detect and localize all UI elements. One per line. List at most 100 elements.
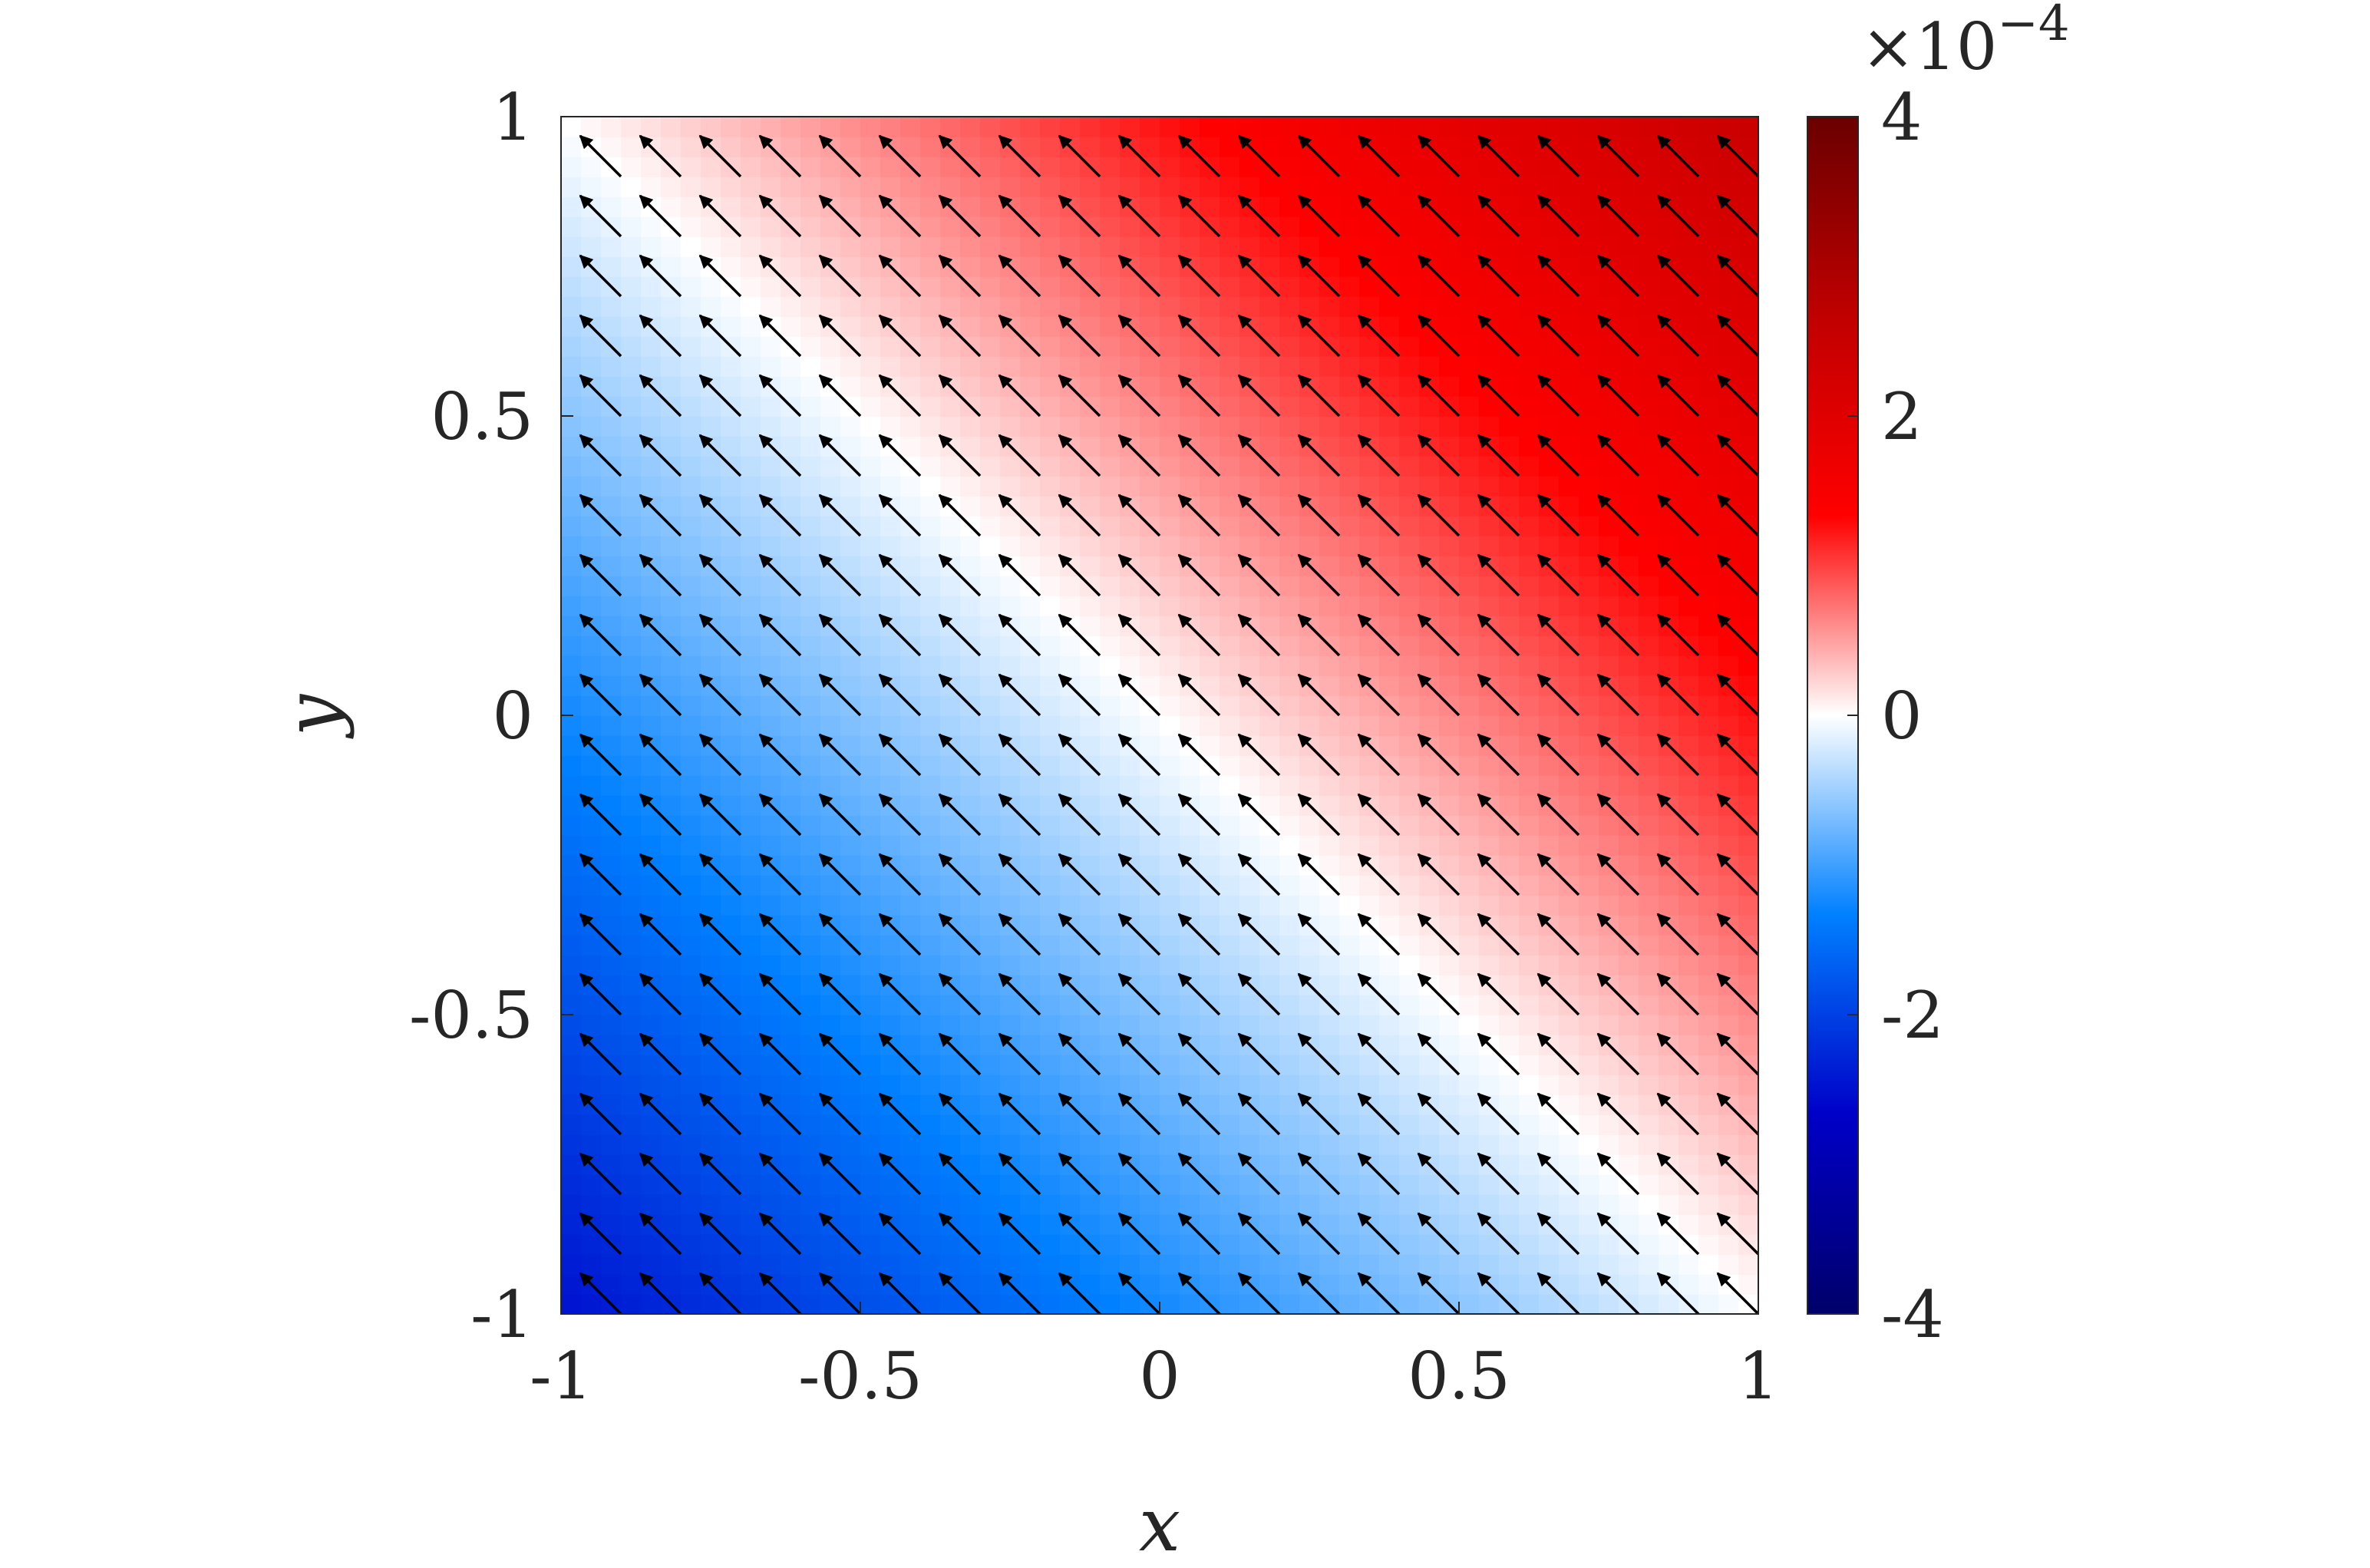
quiver-arrow [698, 434, 742, 477]
heatmap-cell [1659, 516, 1679, 536]
heatmap-cell [1319, 735, 1340, 756]
heatmap-cell [1140, 436, 1160, 457]
heatmap-cell [1738, 1254, 1758, 1275]
heatmap-cell [741, 157, 761, 177]
heatmap-cell [1180, 695, 1200, 716]
heatmap-cell [960, 376, 981, 397]
heatmap-cell [1559, 596, 1579, 616]
heatmap-cell [1399, 895, 1420, 916]
colorbar-tick-label: -2 [1881, 978, 1944, 1053]
heatmap-cell [1639, 1274, 1659, 1295]
heatmap-cell [960, 675, 981, 696]
heatmap-cell [1100, 1094, 1121, 1115]
heatmap-cell [1639, 955, 1659, 975]
heatmap-cell [1060, 1134, 1081, 1155]
heatmap-cell [1100, 715, 1121, 736]
quiver-arrow [758, 613, 802, 657]
heatmap-cell [1020, 1194, 1041, 1215]
heatmap-cell [1698, 1274, 1719, 1295]
quiver-arrow [1477, 1092, 1520, 1136]
heatmap-cell [1379, 735, 1400, 756]
heatmap-cell [1639, 835, 1659, 856]
quiver-arrow [1297, 254, 1341, 298]
heatmap-cell [641, 695, 662, 716]
heatmap-cell [1698, 1194, 1719, 1215]
quiver-arrow [1656, 494, 1700, 537]
heatmap-cell [1579, 1035, 1599, 1055]
heatmap-cell [1060, 157, 1081, 177]
heatmap-cell [1499, 1094, 1520, 1115]
heatmap-cell [860, 635, 881, 656]
heatmap-cell [1539, 695, 1560, 716]
heatmap-cell [1200, 177, 1220, 197]
heatmap-cell [1080, 795, 1101, 816]
heatmap-cell [1200, 855, 1220, 876]
heatmap-cell [781, 616, 801, 636]
heatmap-cell [1040, 616, 1061, 636]
quiver-arrow [1117, 494, 1161, 537]
heatmap-cell [641, 635, 662, 656]
quiver-arrow [998, 134, 1041, 178]
heatmap-cell [980, 1274, 1001, 1295]
heatmap-cell [1359, 276, 1380, 297]
heatmap-cell [581, 695, 602, 716]
heatmap-cell [1698, 1214, 1719, 1235]
heatmap-cell [621, 177, 642, 197]
quiver-arrow [1576, 117, 1579, 118]
heatmap-cell [1678, 476, 1699, 497]
quiver-arrow [1058, 1032, 1101, 1076]
heatmap-cell [800, 795, 821, 816]
heatmap-cell [1040, 556, 1061, 576]
heatmap-cell [1000, 655, 1021, 676]
heatmap-cell [1100, 735, 1121, 756]
heatmap-cell [900, 1074, 921, 1095]
heatmap-cell [1479, 775, 1500, 796]
heatmap-cell [1279, 416, 1300, 437]
heatmap-cell [1080, 496, 1101, 517]
heatmap-cell [980, 1094, 1001, 1115]
heatmap-cell [1519, 137, 1540, 157]
quiver-arrow [1417, 1032, 1461, 1076]
heatmap-cell [1539, 216, 1560, 237]
heatmap-cell [800, 376, 821, 397]
heatmap-cell [860, 416, 881, 437]
heatmap-cell [1200, 895, 1220, 916]
heatmap-cell [800, 855, 821, 876]
heatmap-cell [1439, 975, 1460, 995]
heatmap-cell [581, 1254, 602, 1275]
heatmap-cell [1040, 1294, 1061, 1314]
heatmap-cell [800, 1134, 821, 1155]
heatmap-cell [1339, 755, 1360, 776]
heatmap-cell [800, 815, 821, 836]
heatmap-cell [1738, 196, 1758, 217]
heatmap-cell [661, 496, 682, 517]
heatmap-cell [1439, 915, 1460, 936]
heatmap-cell [1519, 1274, 1540, 1295]
heatmap-cell [1718, 1194, 1739, 1215]
heatmap-cell [1100, 1294, 1121, 1314]
heatmap-cell [960, 596, 981, 616]
heatmap-cell [561, 376, 582, 397]
heatmap-cell [980, 1194, 1001, 1215]
quiver-arrow [818, 434, 862, 477]
heatmap-cell [920, 436, 941, 457]
quiver-arrow [1117, 1272, 1161, 1314]
heatmap-cell [1399, 775, 1420, 796]
heatmap-cell [920, 955, 941, 975]
heatmap-cell [1339, 1055, 1360, 1075]
quiver-arrow [1696, 117, 1698, 118]
quiver-arrow [1357, 374, 1401, 418]
quiver-arrow [1716, 314, 1758, 358]
heatmap-cell [920, 316, 941, 337]
heatmap-cell [1678, 1035, 1699, 1055]
heatmap-cell [1259, 715, 1280, 736]
heatmap-cell [1559, 496, 1579, 517]
heatmap-cell [1619, 715, 1639, 736]
heatmap-cell [860, 935, 881, 956]
heatmap-cell [741, 236, 761, 257]
heatmap-cell [1379, 596, 1400, 616]
heatmap-cell [1379, 177, 1400, 197]
heatmap-cell [960, 177, 981, 197]
heatmap-cell [561, 815, 582, 836]
heatmap-cell [1180, 1174, 1200, 1195]
